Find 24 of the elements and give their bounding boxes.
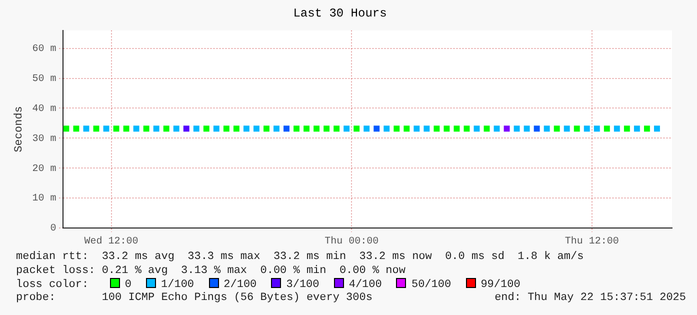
x-tick-label: Wed 12:00: [84, 236, 138, 248]
legend-title: loss color:: [16, 279, 89, 291]
legend-label: 3/100: [286, 279, 320, 291]
legend-label: 50/100: [411, 279, 452, 291]
legend-label: 1/100: [161, 279, 194, 291]
y-tick-label: 10 m: [32, 194, 56, 205]
y-tick-label: 20 m: [32, 164, 56, 175]
x-tick-label: Thu 12:00: [564, 236, 619, 248]
y-tick-label: 50 m: [32, 74, 56, 85]
y-tick-label: 30 m: [32, 134, 56, 145]
x-tick-label: Thu 00:00: [324, 236, 379, 248]
y-axis-title: Seconds: [14, 106, 26, 152]
text: packet loss: 0.21 % avg 3.13 % max 0.00 % min 0.00 % now: [16, 264, 406, 278]
legend-label: 4/100: [348, 279, 382, 291]
legend-label: 0: [124, 279, 132, 291]
y-tick-label: 0: [50, 224, 56, 235]
chart-title: Last 30 Hours: [293, 6, 387, 20]
text: probe: 100 ICMP Echo Pings (56 Bytes) every 300s: [16, 292, 372, 304]
legend-label: 99/100: [480, 279, 520, 291]
text: end: Thu May 22 15:37:51 2025: [494, 292, 686, 305]
text: median rtt: 33.2 ms avg 33.3 ms max 33.2 ms min 33.2 ms now 0.0 ms sd 1.8 k am/s: [16, 251, 585, 264]
legend-label: 2/100: [224, 279, 257, 291]
y-tick-label: 60 m: [32, 44, 56, 56]
y-tick-label: 40 m: [32, 104, 56, 115]
